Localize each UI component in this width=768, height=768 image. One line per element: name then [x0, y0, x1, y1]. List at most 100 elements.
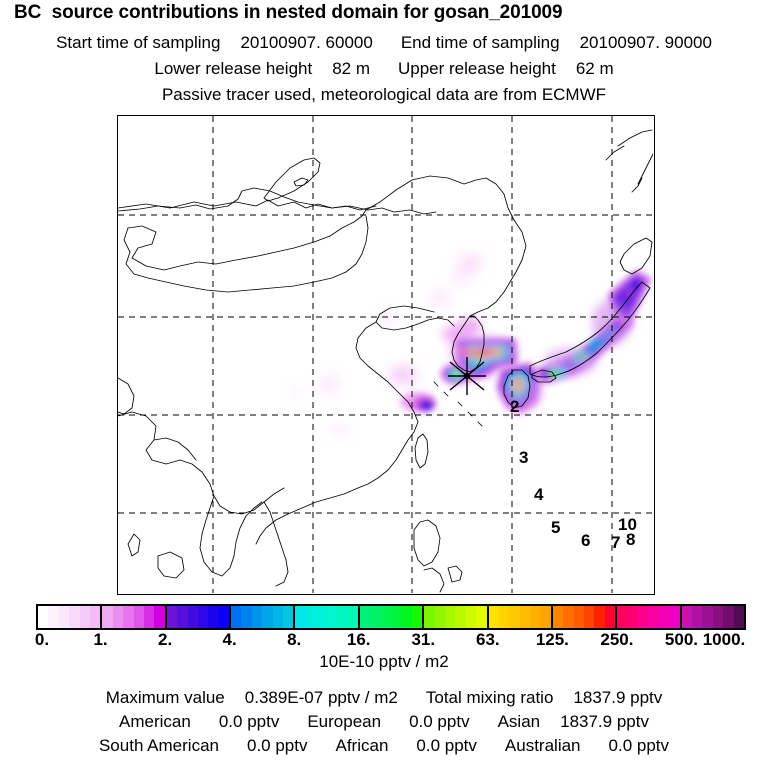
colorbar-band-8	[552, 606, 618, 628]
colorbar-tick-7: 63.	[475, 630, 500, 649]
traj-label-3: 3	[519, 448, 528, 467]
traj-label-2: 2	[510, 397, 519, 416]
region-european-label: European	[307, 712, 382, 731]
colorbar-cell-7-1	[498, 606, 510, 628]
end-time-value: 20100907. 90000	[579, 33, 712, 52]
colorbar-cell-5-4	[401, 606, 412, 628]
colorbar-cell-6-5	[476, 606, 487, 628]
map-gridlines	[118, 116, 653, 593]
colorbar-cell-9-5	[669, 606, 680, 628]
colorbar-band-4	[295, 606, 360, 628]
coastlines-layer	[118, 129, 653, 593]
colorbar[interactable]	[36, 604, 746, 630]
colorbar-wrap	[36, 604, 746, 630]
colorbar-cell-9-2	[638, 606, 649, 628]
colorbar-cell-2-1	[177, 606, 188, 628]
lower-release-label: Lower release height	[154, 59, 313, 78]
colorbar-cell-8-5	[604, 606, 616, 628]
colorbar-band-5	[359, 606, 425, 628]
region-australian-value: 0.0 pptv	[608, 736, 670, 755]
colorbar-band-7	[488, 606, 553, 628]
region-african-label: African	[335, 736, 389, 755]
colorbar-tick-4: 8.	[287, 630, 302, 649]
colorbar-cell-5-5	[411, 606, 423, 628]
colorbar-cell-0-5	[89, 606, 101, 628]
release-height-line: Lower release height 82 m Upper release he…	[0, 59, 768, 79]
plume-jeju-arm	[440, 363, 472, 385]
total-mixing-ratio-label: Total mixing ratio	[425, 688, 554, 707]
region-american-label: American	[119, 712, 191, 731]
colorbar-band-10	[681, 606, 744, 628]
colorbar-cell-5-2	[380, 606, 391, 628]
colorbar-cell-5-0	[359, 606, 371, 628]
colorbar-cell-3-0	[231, 606, 242, 628]
traj-label-7: 7	[611, 533, 620, 552]
colorbar-cell-9-0	[617, 606, 628, 628]
colorbar-cell-7-4	[530, 606, 541, 628]
colorbar-cell-0-3	[69, 606, 80, 628]
region-asian-value: 1837.9 pptv	[560, 712, 649, 731]
colorbar-band-2	[166, 606, 232, 628]
colorbar-cell-6-4	[465, 606, 477, 628]
colorbar-tick-3: 4.	[222, 630, 237, 649]
colorbar-cell-10-4	[723, 606, 734, 628]
colorbar-cell-10-3	[712, 606, 724, 628]
footer-region-row-2: South American 0.0 pptv African 0.0 pptv Aus…	[0, 736, 768, 756]
colorbar-cell-2-0	[166, 606, 178, 628]
traj-label-6: 6	[581, 531, 590, 550]
upper-release-value: 62 m	[575, 59, 614, 78]
region-south-american-label: South American	[98, 736, 219, 755]
plume-east-china	[400, 392, 436, 412]
release-site-star[interactable]	[448, 357, 486, 395]
colorbar-cell-5-1	[370, 606, 381, 628]
colorbar-cell-7-2	[509, 606, 520, 628]
colorbar-cell-8-2	[573, 606, 585, 628]
map-canvas: 2 3 4 5 6 7 8 10	[118, 116, 653, 593]
end-time-label: End time of sampling	[400, 33, 560, 52]
colorbar-cell-2-4	[208, 606, 219, 628]
colorbar-cell-2-2	[187, 606, 198, 628]
colorbar-tick-10: 500.	[664, 630, 698, 649]
colorbar-cell-9-3	[648, 606, 659, 628]
region-australian-label: Australian	[504, 736, 581, 755]
colorbar-cell-0-4	[79, 606, 90, 628]
region-asian-label: Asian	[497, 712, 541, 731]
colorbar-tick-6: 31.	[411, 630, 436, 649]
concentration-field	[291, 257, 652, 436]
colorbar-cell-3-2	[251, 606, 263, 628]
colorbar-cell-4-5	[347, 606, 358, 628]
colorbar-cell-9-4	[658, 606, 670, 628]
colorbar-tick-9: 250.	[600, 630, 634, 649]
colorbar-cell-8-0	[552, 606, 564, 628]
colorbar-cell-1-4	[143, 606, 155, 628]
traj-label-5: 5	[551, 518, 560, 537]
colorbar-cell-6-0	[424, 606, 435, 628]
colorbar-cell-10-2	[702, 606, 713, 628]
traj-label-10: 10	[618, 515, 637, 534]
colorbar-cell-10-0	[681, 606, 692, 628]
colorbar-cell-9-1	[627, 606, 639, 628]
colorbar-cell-1-5	[154, 606, 165, 628]
colorbar-cell-1-1	[112, 606, 124, 628]
colorbar-cell-0-1	[48, 606, 59, 628]
region-european-value: 0.0 pptv	[409, 712, 470, 731]
colorbar-cell-7-5	[540, 606, 551, 628]
colorbar-cell-10-5	[733, 606, 744, 628]
lower-release-value: 82 m	[332, 59, 370, 78]
colorbar-tick-8: 125.	[535, 630, 569, 649]
meteorology-note: Passive tracer used, meteorological data…	[161, 85, 607, 104]
colorbar-cell-5-3	[390, 606, 402, 628]
colorbar-cell-2-5	[218, 606, 230, 628]
colorbar-tick-11: 1000.	[702, 630, 746, 649]
colorbar-cell-2-3	[197, 606, 209, 628]
colorbar-cell-1-2	[123, 606, 134, 628]
colorbar-cell-4-0	[295, 606, 306, 628]
max-value-value: 0.389E-07 pptv / m2	[244, 688, 398, 707]
map-panel[interactable]: 2 3 4 5 6 7 8 10	[117, 115, 655, 595]
colorbar-cell-10-1	[691, 606, 703, 628]
colorbar-cell-3-1	[241, 606, 252, 628]
colorbar-cell-3-5	[283, 606, 294, 628]
colorbar-cell-1-3	[133, 606, 144, 628]
start-time-label: Start time of sampling	[56, 33, 221, 52]
colorbar-band-1	[102, 606, 167, 628]
